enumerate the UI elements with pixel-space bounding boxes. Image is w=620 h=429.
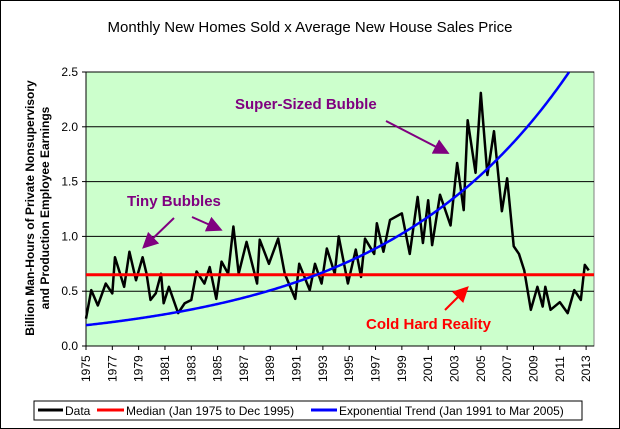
x-tick-label: 2009: [526, 355, 540, 382]
x-tick-label: 2011: [553, 356, 567, 382]
y-axis-label: Billion Man-Hours of Private Nonsupervis…: [23, 80, 52, 336]
y-tick-label: 1.5: [61, 175, 78, 189]
arrow-cold-hard-reality: [444, 286, 469, 311]
legend-label-data: Data: [65, 404, 91, 418]
x-tick-label: 2005: [474, 355, 488, 382]
legend-label-median: Median (Jan 1975 to Dec 1995): [126, 404, 294, 418]
y-axis-label-line-1: Billion Man-Hours of Private Nonsupervis…: [23, 80, 37, 336]
legend-box: [33, 400, 583, 421]
x-tick-label: 1979: [132, 355, 146, 382]
data-series-line: [84, 91, 590, 319]
y-tick-label: 0.5: [61, 284, 78, 298]
x-tick-label: 2007: [500, 355, 514, 382]
legend: Data Median (Jan 1975 to Dec 1995) Expon…: [33, 400, 583, 421]
x-tick-label: 1981: [158, 355, 172, 382]
arrow-tiny-bubble-2: [191, 216, 223, 232]
exponential-trend-line: [85, 71, 571, 327]
x-tick-label: 1985: [211, 355, 225, 382]
x-tick-label: 1999: [395, 355, 409, 382]
x-tick-label: 1983: [184, 355, 198, 382]
annotation-tiny-bubbles: Tiny Bubbles: [127, 193, 221, 210]
chart-title: Monthly New Homes Sold x Average New Hou…: [108, 19, 513, 36]
x-tick-label: 1975: [79, 355, 93, 382]
arrow-tiny-bubble-1: [142, 217, 175, 249]
x-tick-label: 1987: [237, 355, 251, 382]
annotation-cold-hard-reality: Cold Hard Reality: [366, 316, 492, 333]
x-tick-label: 1995: [342, 355, 356, 382]
x-tick-label: 1991: [290, 355, 304, 382]
y-tick-label: 2.0: [61, 120, 78, 134]
x-tick-label: 2003: [447, 355, 461, 382]
x-tick-label: 1997: [369, 355, 383, 382]
y-axis-label-line-2: and Production Employee Earnings: [38, 106, 52, 309]
x-tick-label: 2001: [421, 355, 435, 382]
legend-label-trend: Exponential Trend (Jan 1991 to Mar 2005): [339, 404, 564, 418]
x-tick-label: 1977: [105, 355, 119, 382]
arrow-super-bubble: [385, 120, 450, 154]
x-tick-label: 1989: [263, 355, 277, 382]
annotation-super-sized-bubble: Super-Sized Bubble: [235, 96, 377, 113]
y-tick-label: 1.0: [61, 229, 78, 243]
y-tick-label: 0.0: [61, 339, 78, 353]
x-tick-label: 1993: [316, 355, 330, 382]
x-tick-label: 2013: [579, 355, 593, 382]
y-tick-label: 2.5: [61, 65, 78, 79]
